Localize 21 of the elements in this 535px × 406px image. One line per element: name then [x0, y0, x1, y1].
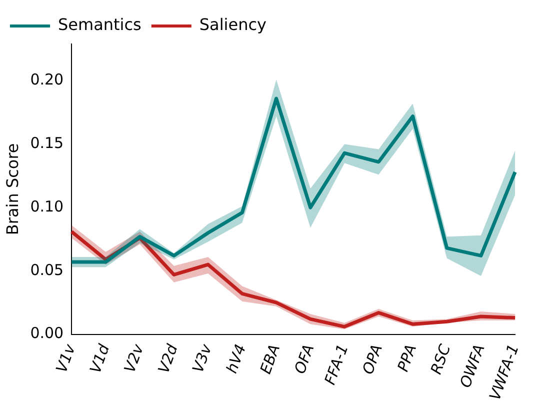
x-tick-label: OFA — [290, 342, 318, 376]
x-tick-label: RSC — [426, 341, 454, 377]
x-tick-label: EBA — [256, 342, 284, 376]
legend-label: Saliency — [199, 15, 266, 34]
x-tick-label: OPA — [358, 342, 386, 377]
y-tick-label: 0.00 — [30, 324, 64, 342]
y-tick-label: 0.20 — [30, 70, 64, 89]
x-tick-label: hV4 — [222, 342, 250, 376]
x-tick-label: V2d — [154, 341, 182, 376]
x-tick-label: V2v — [120, 340, 148, 375]
x-tick-label: OWFA — [456, 342, 488, 390]
y-tick-label: 0.10 — [30, 197, 64, 216]
y-axis-title: Brain Score — [2, 143, 22, 236]
x-tick-label: V1v — [52, 340, 80, 375]
x-tick-label: V3v — [188, 340, 216, 375]
x-tick-label: FFA-1 — [320, 342, 352, 388]
x-tick-label: V1d — [86, 341, 114, 376]
legend-label: Semantics — [58, 15, 142, 34]
x-tick-label: PPA — [394, 342, 420, 374]
y-tick-label: 0.15 — [30, 134, 64, 152]
y-tick-label: 0.05 — [30, 260, 64, 279]
